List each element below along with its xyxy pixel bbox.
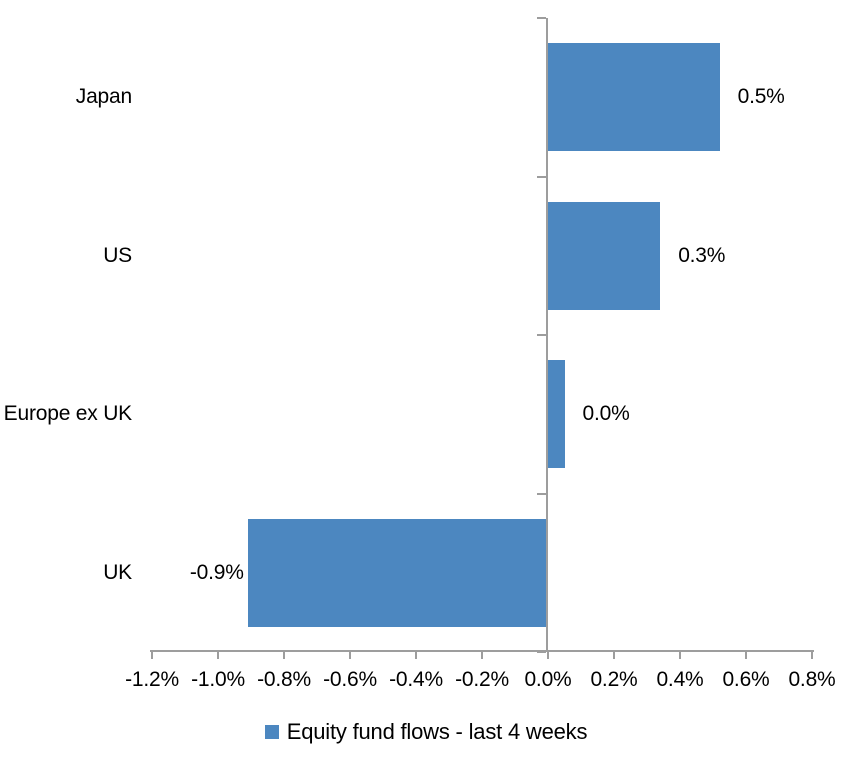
x-axis-tick-label: -0.4% (389, 668, 443, 691)
x-axis-tick-label: 0.8% (788, 668, 836, 691)
x-axis-tick-label: 0.0% (524, 668, 572, 691)
category-axis-tick (537, 651, 546, 653)
legend-series-label: Equity fund flows - last 4 weeks (286, 719, 588, 744)
category-axis-tick (537, 334, 546, 336)
x-axis-tick (349, 650, 351, 659)
x-axis-tick (547, 650, 549, 659)
bar-europe-ex-uk (548, 360, 565, 469)
x-axis-tick-label: -0.6% (323, 668, 377, 691)
x-axis-tick (481, 650, 483, 659)
legend: Equity fund flows - last 4 weeks (0, 718, 852, 746)
x-axis-tick (811, 650, 813, 659)
bar-us (548, 201, 661, 310)
bar-japan (548, 43, 720, 152)
data-label-japan: 0.5% (737, 85, 785, 109)
data-label-europe-ex-uk: 0.0% (582, 402, 630, 426)
legend-swatch-icon (264, 725, 279, 739)
category-axis-tick (537, 175, 546, 178)
x-axis-tick (283, 650, 285, 659)
data-label-uk: -0.9% (189, 560, 244, 584)
x-axis-tick-label: 0.2% (590, 668, 638, 691)
category-label-europe-ex-uk: Europe ex UK (3, 402, 133, 426)
category-label-japan: Japan (75, 85, 132, 109)
x-axis-tick-label: 0.4% (656, 668, 704, 691)
x-axis-tick (151, 650, 153, 659)
x-axis-tick (613, 650, 615, 659)
x-axis-tick (745, 650, 747, 659)
data-label-us: 0.3% (678, 243, 726, 267)
x-axis-tick (217, 650, 219, 659)
x-axis-tick (679, 650, 681, 659)
category-axis-tick (537, 17, 546, 19)
x-axis-tick-label: -0.2% (455, 668, 509, 691)
bar-uk (247, 518, 548, 627)
category-axis-tick (537, 492, 546, 495)
x-axis-tick-label: -1.0% (191, 668, 245, 691)
category-label-uk: UK (103, 560, 132, 584)
value-axis-zero-line (546, 18, 548, 652)
x-axis-tick-label: -0.8% (257, 668, 311, 691)
x-axis-tick-label: -1.2% (125, 668, 179, 691)
category-label-us: US (103, 243, 132, 267)
x-axis-tick-label: 0.6% (722, 668, 770, 691)
x-axis-tick (415, 650, 417, 659)
